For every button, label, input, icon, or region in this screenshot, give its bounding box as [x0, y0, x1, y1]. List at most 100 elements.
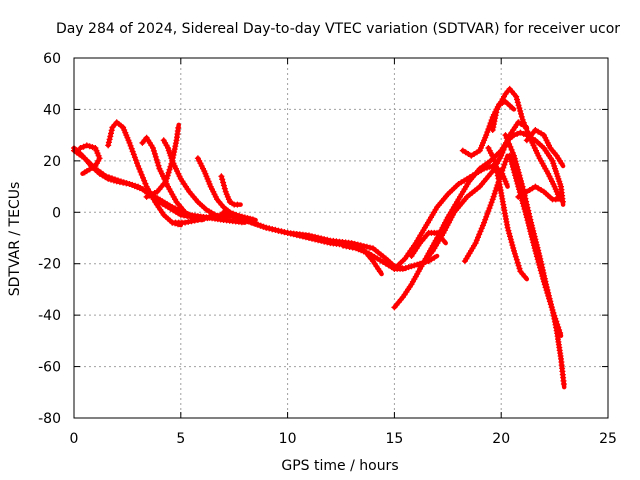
y-tick-label: 60: [43, 51, 61, 67]
data-point-marker: [241, 217, 248, 223]
data-point-marker: [126, 181, 133, 187]
data-point-marker: [550, 309, 557, 316]
data-point-marker: [481, 219, 488, 226]
series-track-20: [485, 145, 530, 282]
data-point-marker: [483, 213, 490, 220]
data-point-marker: [155, 162, 162, 169]
data-point-marker: [349, 244, 356, 251]
plot-frame: [73, 57, 609, 419]
data-point-marker: [558, 160, 565, 167]
data-point-marker: [525, 220, 532, 226]
data-point-marker: [198, 216, 205, 223]
y-tick-label: 0: [52, 205, 61, 221]
data-point-marker: [528, 233, 535, 240]
data-point-marker: [519, 116, 526, 123]
data-point-marker: [540, 275, 547, 282]
data-point-marker: [533, 253, 540, 260]
data-point-marker: [541, 281, 548, 288]
data-point-marker: [498, 152, 505, 159]
data-point-marker: [528, 231, 535, 238]
data-point-marker: [555, 324, 562, 331]
data-point-marker: [219, 176, 226, 183]
data-point-marker: [511, 247, 517, 254]
data-point-marker: [505, 227, 512, 234]
data-point-marker: [249, 219, 256, 226]
data-point-marker: [510, 166, 517, 173]
data-point-marker: [109, 175, 115, 182]
data-point-marker: [513, 175, 519, 182]
data-point-marker: [218, 173, 225, 180]
data-point-marker: [513, 178, 520, 184]
data-point-marker: [508, 239, 515, 246]
data-point-marker: [363, 243, 370, 250]
data-point-marker: [324, 236, 331, 243]
data-point-marker: [511, 169, 518, 176]
data-point-marker: [507, 143, 514, 150]
data-point-marker: [523, 214, 530, 221]
data-point-marker: [517, 129, 524, 136]
series-track-24: [523, 127, 566, 169]
data-point-marker: [479, 222, 486, 229]
data-point-marker: [188, 218, 195, 225]
data-point-marker: [533, 250, 540, 257]
data-point-marker: [89, 144, 96, 151]
x-tick-label: 20: [492, 431, 510, 447]
data-point-marker: [234, 201, 241, 208]
data-point-marker: [521, 206, 528, 212]
data-point-marker: [504, 138, 511, 144]
data-point-marker: [546, 298, 553, 305]
data-point-marker: [131, 154, 138, 161]
data-point-marker: [143, 193, 150, 200]
data-point-marker: [204, 215, 211, 222]
data-point-marker: [515, 262, 522, 269]
data-point-marker: [518, 113, 525, 120]
grid-layer: [74, 58, 608, 418]
data-point-marker: [431, 254, 438, 261]
data-point-marker: [556, 327, 563, 333]
data-point-marker: [516, 186, 523, 193]
data-point-marker: [549, 307, 556, 313]
data-point-marker: [77, 145, 84, 151]
data-point-marker: [315, 234, 322, 241]
data-point-marker: [513, 93, 520, 100]
data-point-marker: [321, 236, 328, 243]
data-point-marker: [106, 174, 112, 181]
x-tick-label: 15: [385, 431, 403, 447]
data-point-marker: [472, 240, 479, 247]
data-point-marker: [150, 145, 156, 151]
series-track-19: [489, 85, 566, 205]
data-point-marker: [545, 292, 552, 299]
y-tick-label: -40: [38, 308, 61, 324]
data-point-marker: [236, 215, 243, 222]
data-point-marker: [535, 259, 542, 266]
data-point-marker: [503, 181, 510, 187]
data-point-marker: [502, 132, 509, 139]
data-point-marker: [492, 187, 499, 194]
data-point-marker: [518, 110, 524, 117]
data-point-marker: [536, 261, 543, 268]
data-point-marker: [80, 143, 87, 150]
x-axis-title: GPS time / hours: [281, 458, 398, 474]
data-point-marker: [508, 104, 515, 111]
data-point-marker: [487, 202, 494, 209]
data-point-marker: [504, 224, 511, 231]
data-point-marker: [182, 219, 189, 226]
data-point-marker: [220, 179, 227, 186]
data-point-marker: [530, 239, 537, 246]
data-point-marker: [510, 245, 517, 251]
x-tick-label: 5: [176, 431, 185, 447]
data-point-marker: [476, 231, 483, 238]
data-point-marker: [534, 256, 541, 263]
data-point-marker: [220, 182, 227, 189]
data-point-marker: [257, 222, 264, 229]
data-point-marker: [154, 159, 161, 166]
data-point-marker: [542, 284, 549, 291]
x-tick-label: 0: [70, 431, 79, 447]
data-point-marker: [517, 108, 524, 114]
series-track-7: [143, 122, 182, 200]
data-point-marker: [488, 199, 495, 206]
data-point-marker: [167, 163, 174, 170]
data-point-marker: [554, 321, 561, 328]
data-point-marker: [105, 139, 112, 146]
